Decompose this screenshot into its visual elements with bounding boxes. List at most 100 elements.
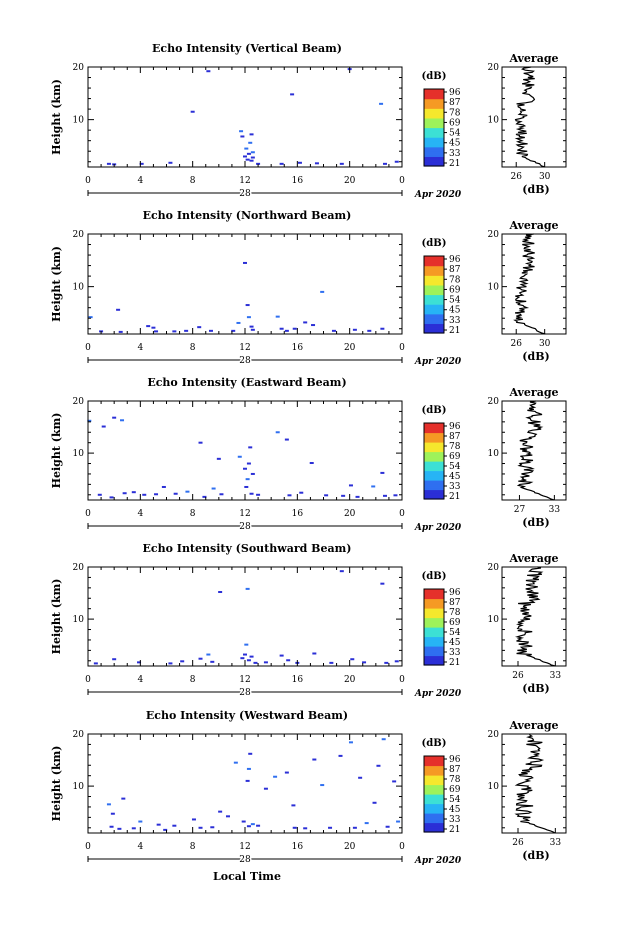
y-tick-label: 20 — [73, 397, 85, 407]
echo-cell — [168, 662, 173, 665]
echo-cell — [246, 316, 251, 319]
echo-cell — [324, 494, 329, 497]
colorbar-step — [424, 434, 444, 437]
colorbar-step — [424, 468, 444, 472]
colorbar-step — [424, 589, 444, 592]
colorbar-step — [424, 657, 444, 660]
colorbar-tick-label: 54 — [449, 795, 461, 805]
echo-cell — [284, 771, 289, 774]
echo-cell — [106, 803, 111, 806]
echo-cell — [239, 130, 244, 133]
colorbar-step — [424, 617, 444, 620]
colorbar-step — [424, 491, 444, 494]
echo-cell — [297, 161, 302, 164]
echo-cell — [284, 329, 289, 332]
x-tick-label: 0 — [85, 343, 91, 353]
colorbar-step — [424, 144, 444, 148]
colorbar-step — [424, 423, 444, 426]
x-tick-label: 16 — [292, 842, 304, 852]
colorbar-step — [424, 474, 444, 477]
colorbar-tick-label: 45 — [449, 638, 461, 648]
echo-cell — [246, 152, 251, 155]
echo-cell — [253, 661, 258, 664]
echo-cell — [243, 155, 247, 158]
average-x-tick-label: 26 — [510, 339, 522, 349]
colorbar-tick-label: 78 — [449, 608, 461, 618]
colorbar-unit: (dB) — [422, 71, 447, 82]
colorbar-tick-label: 54 — [449, 129, 461, 139]
x-tick-label: 4 — [137, 509, 143, 519]
panel-5: Echo Intensity (Westward Beam) 0 4 8 12 16 20 0… — [50, 709, 567, 867]
echo-cell — [198, 441, 203, 444]
echo-cell — [245, 304, 250, 307]
echo-cell — [381, 738, 386, 741]
echo-cell — [249, 492, 254, 495]
colorbar-step — [424, 438, 444, 441]
echo-cell — [154, 330, 159, 333]
echo-cell — [348, 484, 353, 487]
average-y-tick-label: 10 — [488, 615, 500, 625]
colorbar-step — [424, 763, 444, 767]
echo-cell — [382, 162, 387, 165]
average-x-tick-label: 30 — [539, 172, 551, 182]
colorbar-step — [424, 653, 444, 657]
colorbar-tick-label: 45 — [449, 306, 461, 316]
echo-cell — [341, 494, 346, 497]
echo-cell — [250, 472, 255, 475]
colorbar-tick-label: 87 — [449, 432, 461, 442]
average-x-axis-label: (dB) — [522, 849, 549, 862]
echo-cell — [243, 467, 247, 470]
x-tick-label: 20 — [344, 842, 356, 852]
average-x-tick-label: 33 — [549, 505, 561, 515]
echo-cell — [245, 478, 250, 481]
x-tick-label: 16 — [292, 675, 304, 685]
echo-cell — [121, 797, 126, 800]
echo-cell — [233, 761, 238, 764]
colorbar-step — [424, 636, 444, 639]
echo-cell — [256, 162, 261, 165]
colorbar-step — [424, 600, 444, 603]
echo-cell — [206, 70, 211, 73]
colorbar-tick-label: 87 — [449, 98, 461, 108]
colorbar-step — [424, 761, 444, 765]
colorbar-step — [424, 146, 444, 150]
colorbar-step — [424, 767, 444, 770]
colorbar-tick-label: 69 — [449, 285, 461, 295]
x-tick-label: 0 — [85, 509, 91, 519]
colorbar-step — [424, 269, 444, 272]
plot-frame — [87, 66, 403, 168]
colorbar-step — [424, 811, 444, 814]
echo-cell — [173, 492, 178, 495]
average-y-tick-label: 20 — [488, 397, 500, 407]
average-title: Average — [508, 52, 558, 65]
plot-frame — [87, 566, 403, 667]
echo-cell — [139, 162, 144, 165]
echo-cell — [303, 827, 308, 830]
echo-cell — [112, 658, 117, 661]
echo-cell — [190, 110, 195, 113]
colorbar-step — [424, 281, 444, 284]
colorbar-tick-label: 69 — [449, 452, 461, 462]
colorbar-step — [424, 604, 444, 607]
colorbar-frame — [423, 755, 445, 833]
x-axis-label: Local Time — [213, 870, 281, 883]
date-month-label: Apr 2020 — [414, 856, 462, 866]
colorbar-tick-label: 21 — [449, 658, 460, 668]
colorbar-step — [424, 803, 444, 806]
echo-cell — [241, 820, 246, 823]
echo-cell — [380, 327, 385, 330]
colorbar-step — [424, 627, 444, 630]
colorbar-step — [424, 455, 444, 458]
colorbar-step — [424, 150, 444, 154]
echo-cell — [380, 582, 385, 585]
echo-cell — [312, 758, 317, 761]
colorbar-step — [424, 462, 444, 466]
colorbar-step — [424, 129, 444, 132]
colorbar-step — [424, 323, 444, 326]
echo-cell — [287, 494, 292, 497]
colorbar-tick-label: 87 — [449, 598, 461, 608]
colorbar-step — [424, 661, 444, 664]
colorbar-step — [424, 776, 444, 780]
colorbar-tick-label: 21 — [449, 326, 460, 336]
echo-cell — [362, 661, 367, 664]
